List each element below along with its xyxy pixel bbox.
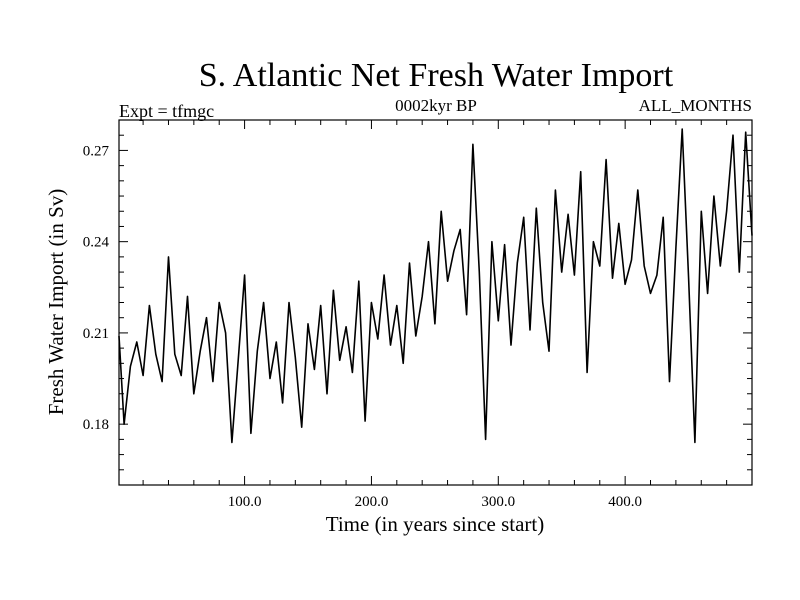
tick-labels: 100.0 200.0 300.0 400.0 0.18 0.21 0.24 0.27 [83, 143, 642, 510]
chart-subtitle-right: ALL_MONTHS [639, 96, 752, 115]
series-line [118, 128, 753, 444]
chart-subtitle-center: 0002kyr BP [395, 96, 477, 115]
y-tick-label: 0.27 [83, 143, 110, 159]
x-tick-label: 300.0 [481, 494, 515, 510]
y-tick-label: 0.21 [83, 326, 109, 342]
x-tick-label: 400.0 [608, 494, 642, 510]
y-axis-label: Fresh Water Import (in Sv) [44, 189, 68, 416]
chart-subtitle-left: Expt = tfmgc [119, 101, 214, 121]
y-tick-label: 0.24 [83, 235, 110, 251]
y-tick-label: 0.18 [83, 417, 109, 433]
axis-ticks [119, 120, 752, 485]
x-tick-label: 200.0 [355, 494, 389, 510]
x-tick-label: 100.0 [228, 494, 262, 510]
chart-title: S. Atlantic Net Fresh Water Import [199, 57, 674, 94]
x-axis-label: Time (in years since start) [326, 512, 545, 536]
